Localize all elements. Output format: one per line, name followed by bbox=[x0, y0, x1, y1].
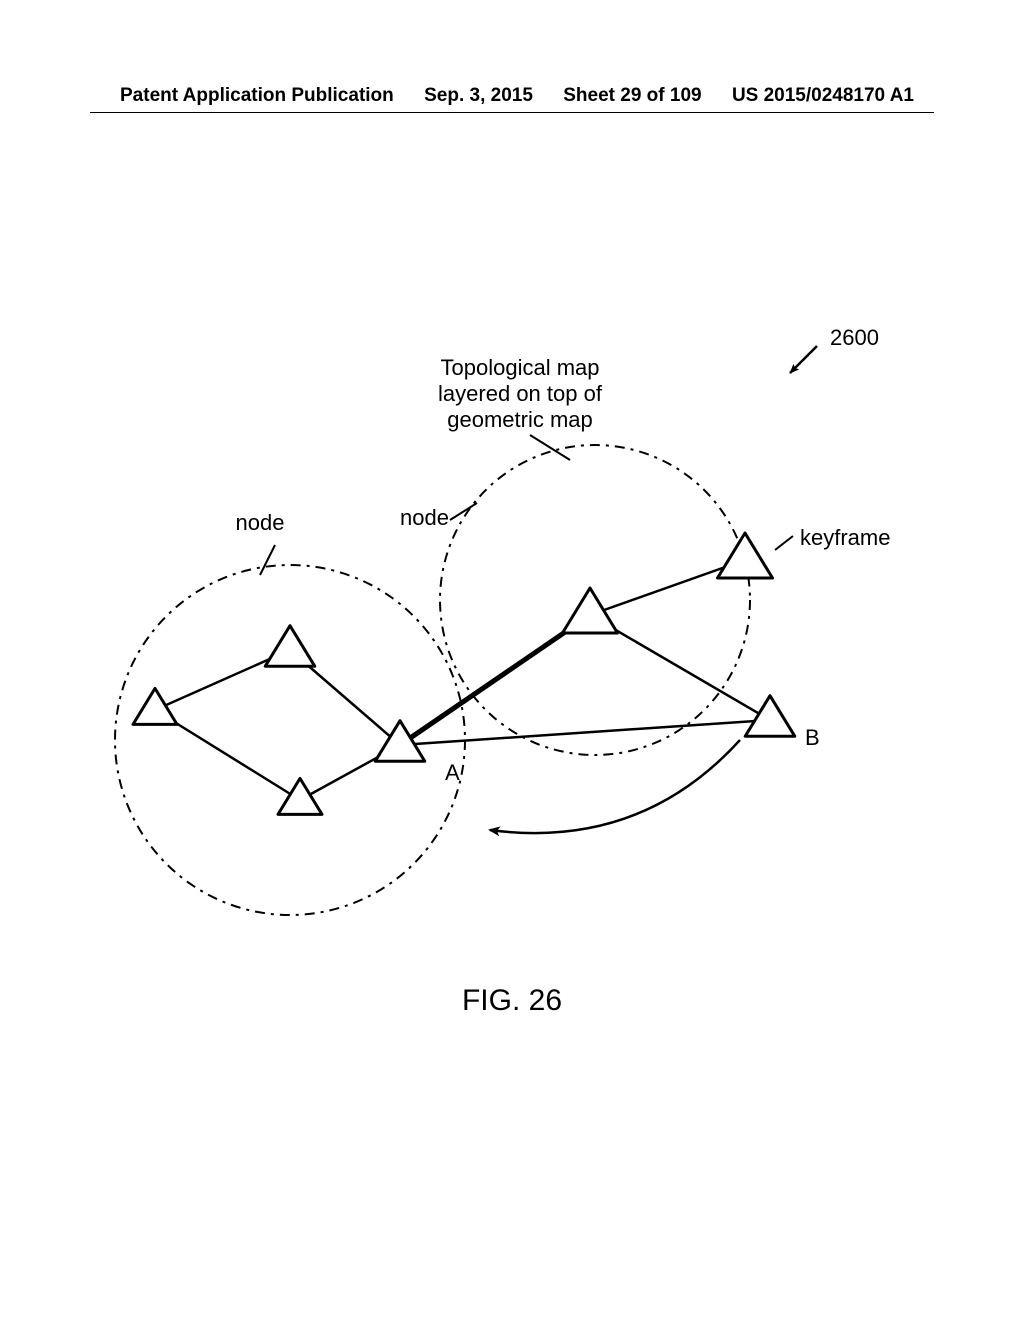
caption-line: geometric map bbox=[447, 407, 593, 432]
leader-node-left bbox=[260, 545, 275, 575]
label-keyframe: keyframe bbox=[800, 525, 890, 550]
keyframe-triangle bbox=[265, 626, 315, 667]
keyframe-triangle bbox=[278, 778, 322, 814]
leader-ref-number bbox=[790, 346, 817, 373]
caption-line: Topological map bbox=[441, 355, 600, 380]
leader-caption bbox=[530, 435, 570, 460]
graph-edge bbox=[400, 615, 590, 745]
leader-keyframe bbox=[775, 536, 793, 550]
label-b: B bbox=[805, 725, 820, 750]
curved-arrow bbox=[490, 740, 740, 833]
figure-label: FIG. 26 bbox=[462, 984, 562, 1017]
keyframe-triangle bbox=[718, 533, 773, 578]
leader-node-right bbox=[450, 503, 477, 520]
figure-diagram: 2600 Topological maplayered on top ofgeom… bbox=[0, 0, 1024, 1320]
keyframe-triangle bbox=[563, 588, 618, 633]
label-node: node bbox=[400, 505, 449, 530]
label-a: A bbox=[445, 760, 460, 785]
graph-edge bbox=[400, 720, 770, 745]
keyframe-triangle bbox=[375, 721, 425, 762]
label-node: node bbox=[236, 510, 285, 535]
caption-line: layered on top of bbox=[438, 381, 603, 406]
keyframe-triangle bbox=[133, 688, 177, 724]
ref-number: 2600 bbox=[830, 325, 879, 350]
keyframe-triangle bbox=[745, 696, 795, 737]
